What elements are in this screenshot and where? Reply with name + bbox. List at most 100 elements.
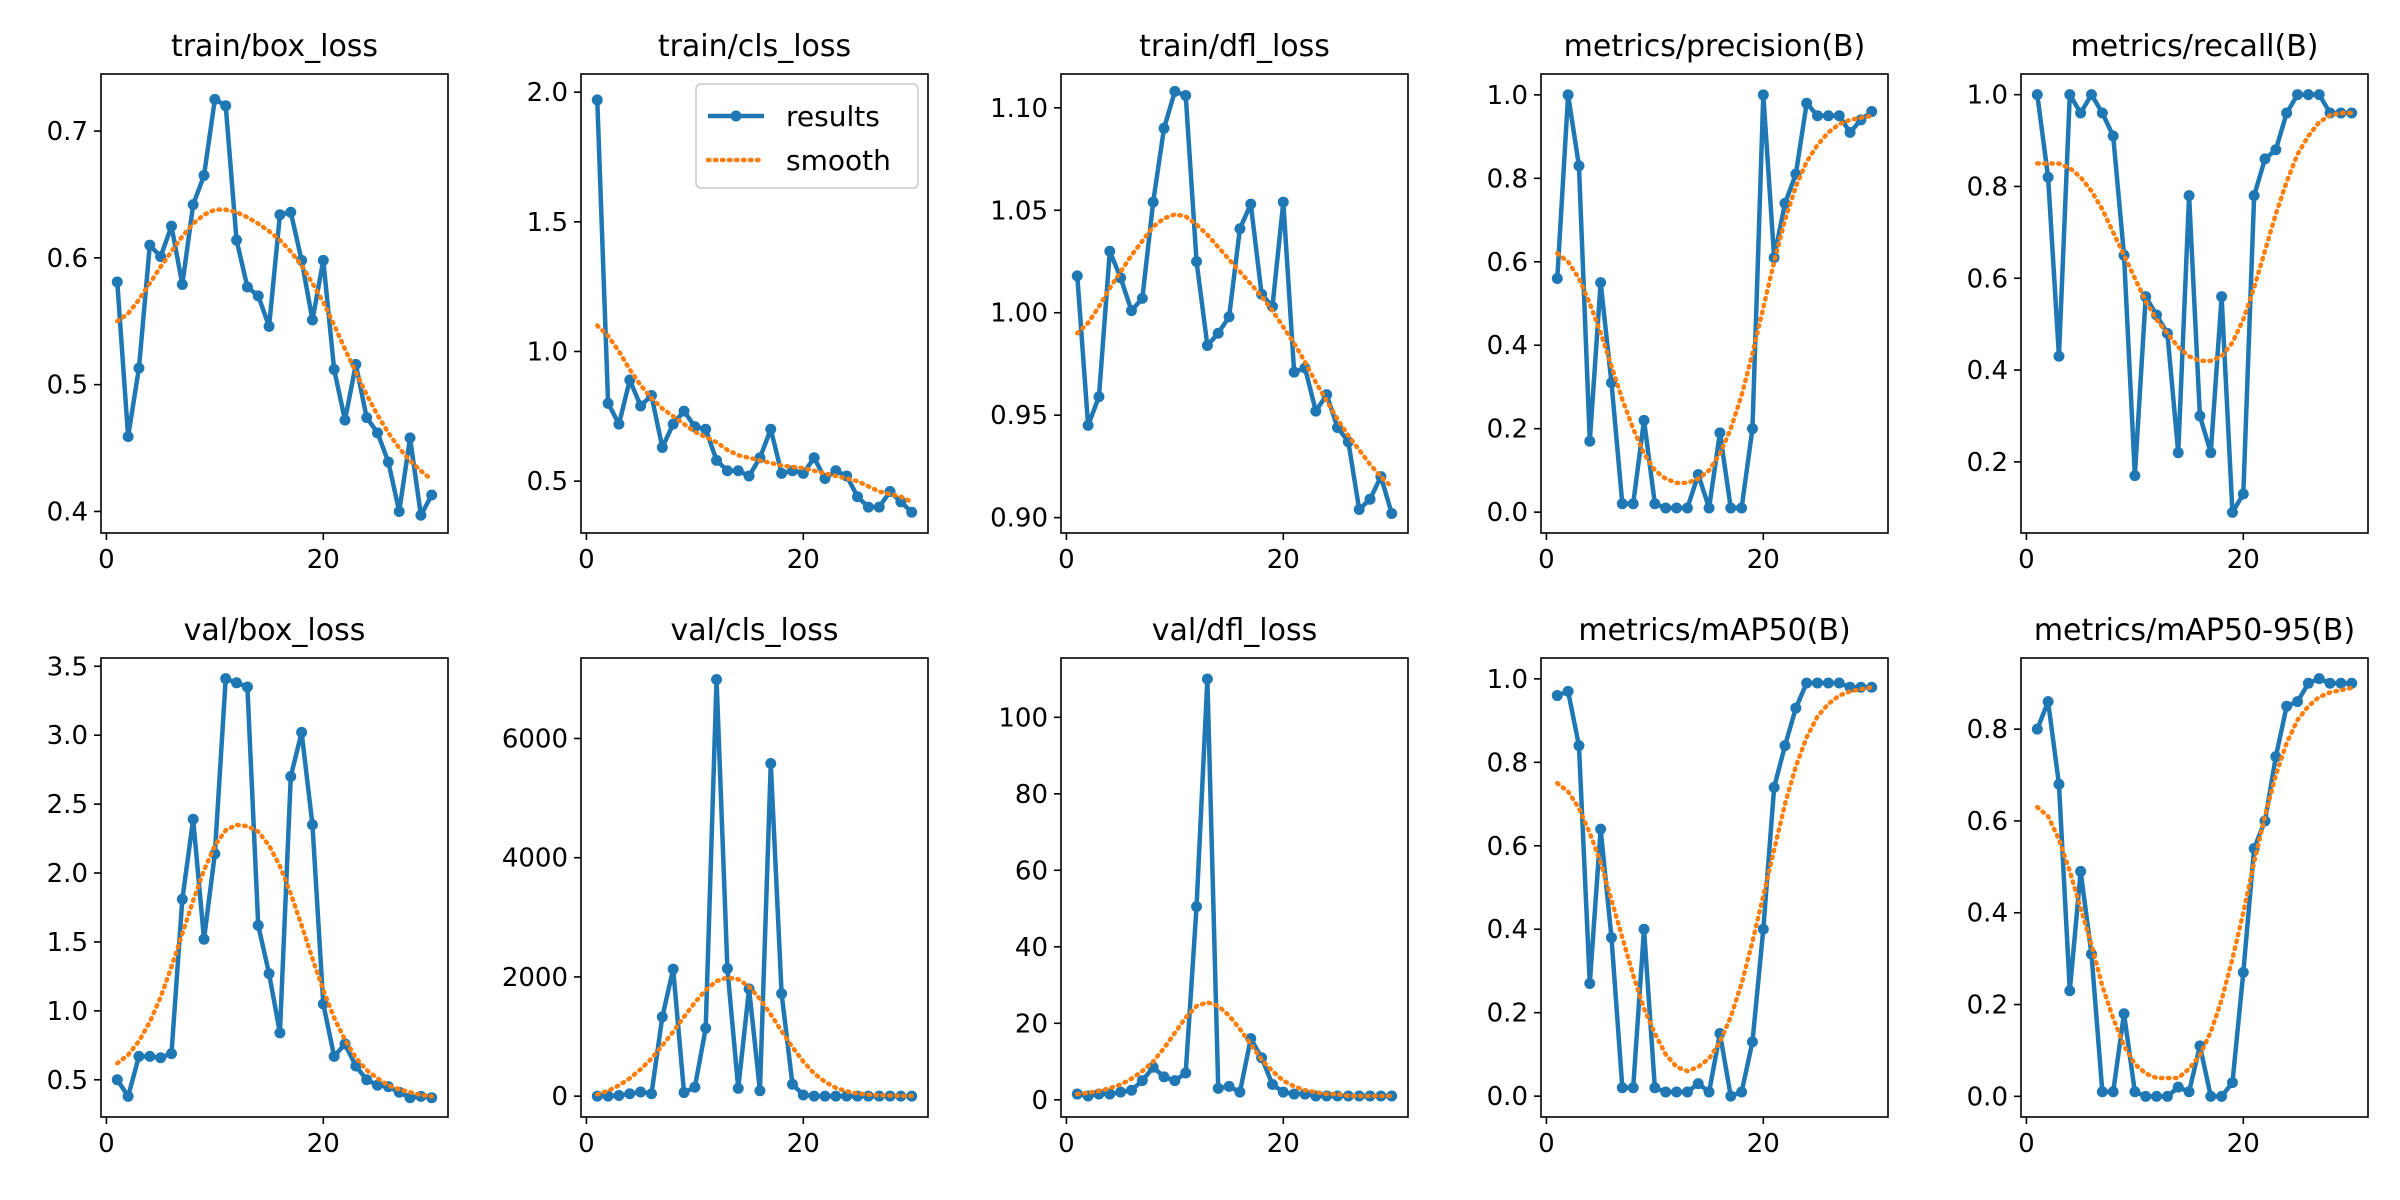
y-tick-label: 1.0	[1487, 665, 1528, 695]
plot-area	[2031, 89, 2358, 518]
results-data-point	[144, 239, 156, 251]
panel-title: metrics/precision(B)	[1564, 29, 1866, 64]
results-data-point	[296, 726, 308, 738]
results-data-point	[1180, 1067, 1192, 1079]
y-tick-label: 0.0	[1487, 498, 1528, 528]
results-data-point	[906, 506, 918, 518]
results-data-point	[667, 418, 679, 430]
results-data-point	[700, 423, 712, 435]
results-data-point	[1071, 270, 1083, 282]
y-tick-label: 0.0	[1487, 1082, 1528, 1112]
results-data-point	[2205, 1090, 2217, 1102]
results-data-point	[2292, 89, 2304, 101]
smooth-series-line	[115, 207, 434, 482]
results-data-point	[1757, 89, 1769, 101]
results-data-point	[404, 1092, 416, 1104]
results-data-point	[220, 673, 232, 685]
plot-area	[1551, 677, 1878, 1102]
smooth-series-line	[595, 975, 914, 1099]
results-data-point	[1584, 435, 1596, 447]
panel-title: val/cls_loss	[671, 613, 839, 648]
results-data-point	[1169, 1075, 1181, 1087]
results-data-point	[1277, 1086, 1289, 1098]
results-data-point	[1822, 677, 1834, 689]
results-data-point	[285, 771, 297, 783]
results-data-point	[2292, 696, 2304, 708]
y-tick-label: 0.2	[1487, 415, 1528, 445]
results-data-point	[2346, 677, 2358, 689]
y-tick-label: 4000	[502, 844, 568, 874]
y-tick-label: 0.2	[1967, 991, 2008, 1021]
x-tick-label: 20	[307, 1129, 340, 1159]
results-data-point	[1660, 1086, 1672, 1098]
results-data-point	[711, 673, 723, 685]
results-data-point	[328, 363, 340, 375]
y-tick-label: 100	[998, 703, 1048, 733]
results-data-point	[2064, 89, 2076, 101]
plot-area	[1071, 85, 1398, 520]
y-tick-label: 60	[1015, 856, 1048, 886]
x-tick-label: 0	[1538, 1129, 1555, 1159]
results-data-point	[1638, 414, 1650, 426]
plot-area	[591, 94, 918, 518]
results-data-point	[317, 254, 329, 266]
legend-results-label: results	[786, 100, 880, 133]
y-tick-label: 0.8	[1487, 164, 1528, 194]
results-data-point	[1562, 89, 1574, 101]
x-tick-label: 0	[578, 1129, 595, 1159]
results-data-point	[2313, 89, 2325, 101]
y-tick-label: 0.6	[1487, 248, 1528, 278]
results-data-point	[187, 199, 199, 211]
plot-area	[591, 673, 918, 1102]
results-data-point	[1201, 673, 1213, 685]
y-tick-label: 0.4	[1967, 899, 2008, 929]
x-tick-label: 0	[1058, 545, 1075, 575]
x-tick-label: 20	[1267, 545, 1300, 575]
y-tick-label: 0.4	[47, 497, 88, 527]
results-data-point	[1551, 272, 1563, 284]
results-data-point	[1660, 502, 1672, 514]
chart-panel: metrics/mAP50(B) 0.0 0.2 0.4 0.6 0.8 1.0 0 20	[1487, 613, 1889, 1159]
results-data-point	[1180, 90, 1192, 102]
results-data-point	[2216, 291, 2228, 303]
results-data-point	[415, 509, 427, 521]
x-tick-label: 20	[787, 545, 820, 575]
results-data-point	[1234, 1086, 1246, 1098]
results-data-point	[263, 968, 275, 980]
results-data-point	[786, 1078, 798, 1090]
y-tick-label: 0.7	[47, 117, 88, 147]
results-data-point	[2313, 673, 2325, 685]
results-data-point	[895, 1090, 907, 1102]
results-data-point	[133, 1050, 145, 1062]
results-data-point	[819, 1090, 831, 1102]
results-data-point	[1681, 502, 1693, 514]
results-data-point	[2129, 470, 2141, 482]
results-data-point	[2194, 410, 2206, 422]
results-data-point	[678, 1087, 690, 1099]
y-tick-label: 0	[1031, 1086, 1048, 1116]
results-data-point	[1746, 1036, 1758, 1048]
y-tick-label: 20	[1015, 1009, 1048, 1039]
results-data-point	[1136, 292, 1148, 304]
results-data-point	[635, 400, 647, 412]
y-tick-label: 2000	[502, 963, 568, 993]
x-tick-label: 20	[2227, 545, 2260, 575]
results-data-point	[1191, 901, 1203, 913]
y-tick-label: 0.8	[1967, 172, 2008, 202]
results-data-point	[624, 1088, 636, 1100]
y-tick-label: 40	[1015, 933, 1048, 963]
results-data-point	[2118, 1008, 2130, 1020]
results-data-point	[873, 501, 885, 513]
panel-title: val/dfl_loss	[1152, 613, 1317, 648]
results-data-point	[2075, 865, 2087, 877]
results-data-point	[776, 467, 788, 479]
results-data-point	[252, 290, 264, 302]
results-data-point	[1584, 977, 1596, 989]
y-tick-label: 1.0	[1967, 81, 2008, 111]
results-data-point	[2335, 677, 2347, 689]
plot-area	[111, 673, 438, 1104]
results-data-point	[776, 988, 788, 1000]
axes-frame	[2020, 73, 2369, 534]
